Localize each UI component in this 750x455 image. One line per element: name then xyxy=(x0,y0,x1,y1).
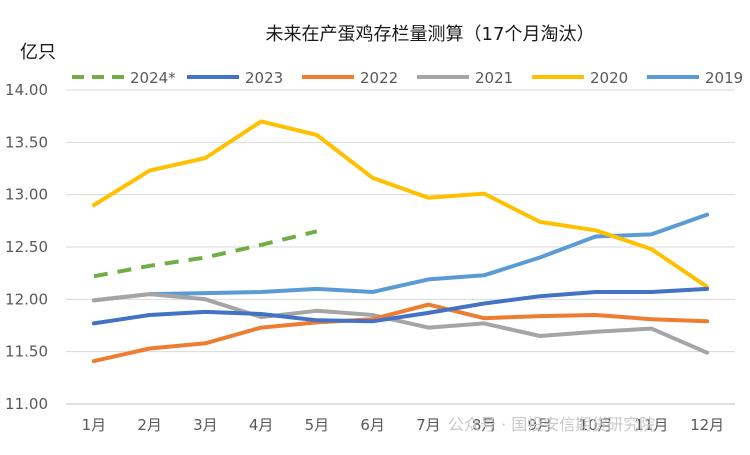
legend: 2024* 2023 2022 2021 2020 2019 xyxy=(72,69,743,87)
series-lines xyxy=(91,119,710,364)
legend-label: 2023 xyxy=(245,69,283,87)
legend-label: 2024* xyxy=(130,69,176,87)
y-tick-label: 13.00 xyxy=(5,186,48,204)
x-tick-label: 10月 xyxy=(579,416,613,434)
series-line-2021 xyxy=(91,292,710,355)
x-tick-label: 1月 xyxy=(82,416,107,434)
legend-label: 2022 xyxy=(360,69,398,87)
y-tick-label: 11.00 xyxy=(5,395,48,413)
y-unit-label: 亿只 xyxy=(20,42,56,63)
y-tick-label: 12.00 xyxy=(5,290,48,308)
x-tick-label: 2月 xyxy=(137,416,162,434)
chart-title: 未来在产蛋鸡存栏量测算（17个月淘汰） xyxy=(266,24,595,45)
series-line-2020 xyxy=(91,119,710,289)
x-tick-label: 7月 xyxy=(416,416,441,434)
x-tick-label: 9月 xyxy=(528,416,553,434)
y-tick-label: 12.50 xyxy=(5,238,48,256)
gridlines xyxy=(66,89,735,405)
y-axis-ticks: 14.00 13.50 13.00 12.50 12.00 11.50 11.00 xyxy=(5,81,48,413)
legend-label: 2021 xyxy=(475,69,513,87)
x-tick-label: 8月 xyxy=(472,416,497,434)
series-line-2024 xyxy=(93,229,318,279)
watermark-text: 公众号 · 国投安信期货研究院 xyxy=(448,415,655,434)
series-line-2019 xyxy=(91,212,710,303)
series-line-2023 xyxy=(91,286,710,326)
x-tick-label: 6月 xyxy=(360,416,385,434)
series-line-2022 xyxy=(91,302,710,364)
x-tick-label: 11月 xyxy=(634,416,668,434)
y-tick-label: 13.50 xyxy=(5,133,48,151)
x-tick-label: 12月 xyxy=(690,416,724,434)
x-tick-label: 3月 xyxy=(193,416,218,434)
legend-label: 2019 xyxy=(705,69,743,87)
legend-label: 2020 xyxy=(590,69,628,87)
x-axis-ticks: 1月 2月 3月 4月 5月 6月 7月 8月 9月 10月 11月 12月 xyxy=(82,416,725,434)
x-tick-label: 4月 xyxy=(249,416,274,434)
x-tick-label: 5月 xyxy=(305,416,330,434)
y-tick-label: 14.00 xyxy=(5,81,48,99)
y-tick-label: 11.50 xyxy=(5,343,48,361)
